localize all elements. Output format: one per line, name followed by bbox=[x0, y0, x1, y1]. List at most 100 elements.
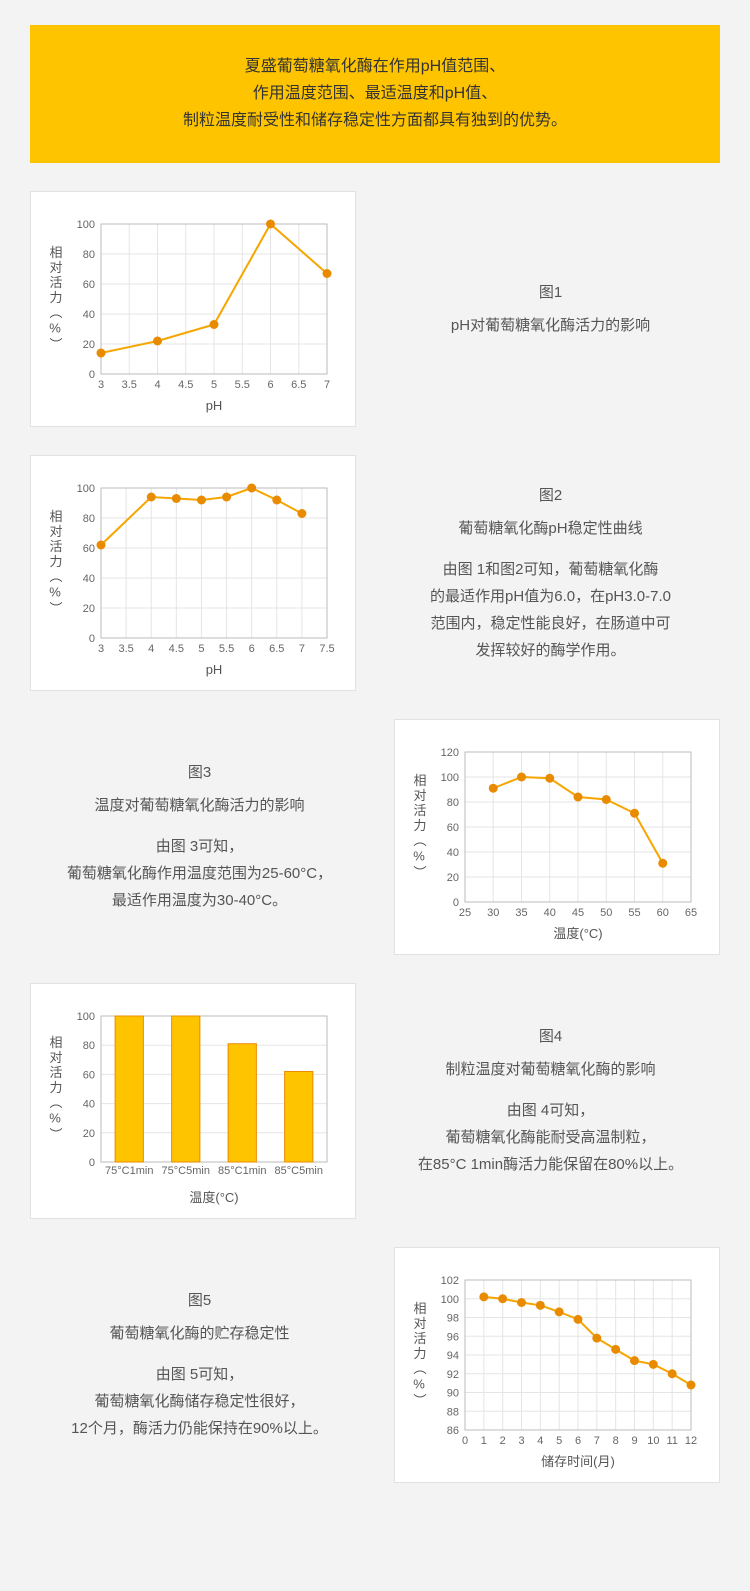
hero-line1: 夏盛葡萄糖氧化酶在作用pH值范围、 bbox=[50, 53, 700, 80]
svg-text:相对活力（%）: 相对活力（%） bbox=[48, 245, 63, 352]
svg-text:1: 1 bbox=[481, 1435, 487, 1447]
chart5-desc1: 由图 5可知， bbox=[30, 1361, 369, 1388]
svg-text:100: 100 bbox=[77, 483, 95, 495]
svg-text:5: 5 bbox=[198, 643, 204, 655]
svg-text:50: 50 bbox=[600, 907, 612, 919]
svg-text:3: 3 bbox=[98, 643, 104, 655]
svg-text:92: 92 bbox=[447, 1368, 459, 1380]
svg-text:4: 4 bbox=[537, 1435, 543, 1447]
svg-text:65: 65 bbox=[685, 907, 697, 919]
svg-text:10: 10 bbox=[647, 1435, 659, 1447]
chart4-desc: 由图 4可知， 葡萄糖氧化酶能耐受高温制粒， 在85°C 1min酶活力能保留在… bbox=[381, 1097, 720, 1178]
chart4-caption: 图4 制粒温度对葡萄糖氧化酶的影响 由图 4可知， 葡萄糖氧化酶能耐受高温制粒，… bbox=[381, 1023, 720, 1178]
hero-line2: 作用温度范围、最适温度和pH值、 bbox=[50, 80, 700, 107]
svg-text:相对活力（%）: 相对活力（%） bbox=[48, 509, 63, 616]
svg-text:75°C5min: 75°C5min bbox=[162, 1165, 210, 1177]
svg-text:75°C1min: 75°C1min bbox=[105, 1165, 153, 1177]
svg-text:4.5: 4.5 bbox=[178, 379, 193, 391]
chart2-caption: 图2 葡萄糖氧化酶pH稳定性曲线 由图 1和图2可知，葡萄糖氧化酶 的最适作用p… bbox=[381, 482, 720, 664]
svg-text:相对活力（%）: 相对活力（%） bbox=[412, 773, 427, 880]
svg-text:0: 0 bbox=[89, 1157, 95, 1169]
svg-text:102: 102 bbox=[441, 1275, 459, 1287]
chart1-caption: 图1 pH对葡萄糖氧化酶活力的影响 bbox=[381, 279, 720, 339]
svg-text:0: 0 bbox=[89, 369, 95, 381]
svg-text:96: 96 bbox=[447, 1331, 459, 1343]
svg-text:100: 100 bbox=[77, 219, 95, 231]
svg-text:20: 20 bbox=[447, 872, 459, 884]
figure-2-row: 02040608010033.544.555.566.577.5pH相对活力（%… bbox=[30, 455, 720, 691]
figure-1-row: 02040608010033.544.555.566.57pH相对活力（%） 图… bbox=[30, 191, 720, 427]
svg-text:100: 100 bbox=[77, 1011, 95, 1023]
svg-text:3.5: 3.5 bbox=[118, 643, 133, 655]
svg-text:12: 12 bbox=[685, 1435, 697, 1447]
svg-text:85°C5min: 85°C5min bbox=[275, 1165, 323, 1177]
chart4-title: 图4 bbox=[381, 1023, 720, 1050]
chart3-caption: 图3 温度对葡萄糖氧化酶活力的影响 由图 3可知， 葡萄糖氧化酶作用温度范围为2… bbox=[30, 759, 369, 914]
svg-text:45: 45 bbox=[572, 907, 584, 919]
chart5-box: 868890929496981001020123456789101112储存时间… bbox=[394, 1247, 720, 1483]
chart5-title: 图5 bbox=[30, 1287, 369, 1314]
svg-text:4: 4 bbox=[148, 643, 154, 655]
svg-text:30: 30 bbox=[487, 907, 499, 919]
chart3-desc3: 最适作用温度为30-40°C。 bbox=[30, 887, 369, 914]
svg-text:2: 2 bbox=[500, 1435, 506, 1447]
svg-text:4.5: 4.5 bbox=[169, 643, 184, 655]
chart4-desc2: 葡萄糖氧化酶能耐受高温制粒， bbox=[381, 1124, 720, 1151]
hero-line3: 制粒温度耐受性和储存稳定性方面都具有独到的优势。 bbox=[50, 107, 700, 134]
chart5-svg: 868890929496981001020123456789101112储存时间… bbox=[405, 1262, 705, 1472]
chart5-desc2: 葡萄糖氧化酶储存稳定性很好， bbox=[30, 1388, 369, 1415]
svg-text:5.5: 5.5 bbox=[219, 643, 234, 655]
svg-text:5: 5 bbox=[211, 379, 217, 391]
chart4-svg: 02040608010075°C1min75°C5min85°C1min85°C… bbox=[41, 998, 341, 1208]
figure-3-row: 020406080100120253035404550556065温度(°C)相… bbox=[30, 719, 720, 955]
chart5-desc3: 12个月，酶活力仍能保持在90%以上。 bbox=[30, 1415, 369, 1442]
svg-text:3: 3 bbox=[98, 379, 104, 391]
svg-text:6: 6 bbox=[575, 1435, 581, 1447]
figure-4-row: 02040608010075°C1min75°C5min85°C1min85°C… bbox=[30, 983, 720, 1219]
svg-text:7: 7 bbox=[299, 643, 305, 655]
svg-text:40: 40 bbox=[83, 573, 95, 585]
chart4-box: 02040608010075°C1min75°C5min85°C1min85°C… bbox=[30, 983, 356, 1219]
chart3-box: 020406080100120253035404550556065温度(°C)相… bbox=[394, 719, 720, 955]
svg-text:0: 0 bbox=[462, 1435, 468, 1447]
svg-text:60: 60 bbox=[83, 279, 95, 291]
svg-text:pH: pH bbox=[206, 398, 223, 413]
chart4-desc3: 在85°C 1min酶活力能保留在80%以上。 bbox=[381, 1151, 720, 1178]
svg-text:pH: pH bbox=[206, 662, 223, 677]
svg-text:88: 88 bbox=[447, 1406, 459, 1418]
svg-text:60: 60 bbox=[657, 907, 669, 919]
svg-text:80: 80 bbox=[83, 1040, 95, 1052]
svg-text:20: 20 bbox=[83, 603, 95, 615]
svg-text:20: 20 bbox=[83, 339, 95, 351]
chart3-svg: 020406080100120253035404550556065温度(°C)相… bbox=[405, 734, 705, 944]
svg-text:相对活力（%）: 相对活力（%） bbox=[412, 1301, 427, 1408]
chart1-title: 图1 bbox=[381, 279, 720, 306]
chart2-title: 图2 bbox=[381, 482, 720, 509]
svg-text:94: 94 bbox=[447, 1350, 459, 1362]
chart2-desc2: 的最适作用pH值为6.0，在pH3.0-7.0 bbox=[381, 583, 720, 610]
hero-banner: 夏盛葡萄糖氧化酶在作用pH值范围、 作用温度范围、最适温度和pH值、 制粒温度耐… bbox=[30, 25, 720, 163]
chart2-desc4: 发挥较好的酶学作用。 bbox=[381, 637, 720, 664]
chart5-caption: 图5 葡萄糖氧化酶的贮存稳定性 由图 5可知， 葡萄糖氧化酶储存稳定性很好， 1… bbox=[30, 1287, 369, 1442]
chart5-text: 葡萄糖氧化酶的贮存稳定性 bbox=[30, 1320, 369, 1347]
chart3-text: 温度对葡萄糖氧化酶活力的影响 bbox=[30, 792, 369, 819]
svg-text:5: 5 bbox=[556, 1435, 562, 1447]
svg-text:6: 6 bbox=[267, 379, 273, 391]
svg-text:储存时间(月): 储存时间(月) bbox=[541, 1454, 615, 1469]
svg-text:8: 8 bbox=[613, 1435, 619, 1447]
svg-text:0: 0 bbox=[89, 633, 95, 645]
chart1-box: 02040608010033.544.555.566.57pH相对活力（%） bbox=[30, 191, 356, 427]
svg-text:温度(°C): 温度(°C) bbox=[189, 1190, 238, 1205]
chart4-text: 制粒温度对葡萄糖氧化酶的影响 bbox=[381, 1056, 720, 1083]
svg-text:7: 7 bbox=[594, 1435, 600, 1447]
svg-text:40: 40 bbox=[83, 309, 95, 321]
svg-text:80: 80 bbox=[447, 797, 459, 809]
chart1-svg: 02040608010033.544.555.566.57pH相对活力（%） bbox=[41, 206, 341, 416]
svg-text:40: 40 bbox=[544, 907, 556, 919]
chart2-text: 葡萄糖氧化酶pH稳定性曲线 bbox=[381, 515, 720, 542]
svg-text:6.5: 6.5 bbox=[269, 643, 284, 655]
chart4-desc1: 由图 4可知， bbox=[381, 1097, 720, 1124]
svg-text:90: 90 bbox=[447, 1387, 459, 1399]
svg-text:6.5: 6.5 bbox=[291, 379, 306, 391]
chart3-desc1: 由图 3可知， bbox=[30, 833, 369, 860]
